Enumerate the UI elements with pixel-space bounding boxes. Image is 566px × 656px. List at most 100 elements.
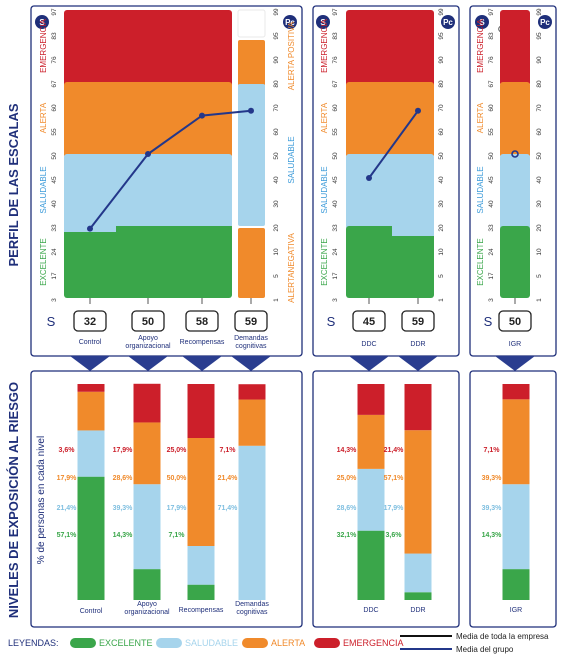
bar-value-label: 71,4% (218, 505, 239, 512)
right-tick-label: 50 (273, 152, 280, 160)
legend-swatch-saludable (156, 638, 182, 648)
pc-badge-text: Pc (443, 18, 453, 27)
s-value: 32 (84, 316, 96, 328)
bar-value-label: 28,6% (113, 475, 134, 482)
zone-block-saludable-step (392, 226, 434, 236)
s-value: 58 (196, 316, 208, 328)
right-tick-label: 30 (438, 200, 445, 208)
stacked-bar-saludable (133, 484, 161, 570)
stacked-bar-emergencia (502, 384, 530, 400)
right-tick-label: 90 (536, 56, 543, 64)
niveles-title: NIVELES DE EXPOSICIÓN AL RIESGO (6, 382, 21, 618)
category-label: Demandas (235, 601, 269, 608)
s-badge-text: S (320, 18, 326, 27)
left-tick-label: 40 (51, 200, 58, 208)
category-label: Control (80, 608, 103, 615)
stacked-bar-emergencia (187, 384, 215, 438)
s-value: 45 (363, 316, 375, 328)
right-tick-label: 90 (273, 56, 280, 64)
stacked-bar-excelente (133, 569, 161, 600)
group-mean-point (87, 225, 93, 232)
right-tick-label: 10 (273, 248, 280, 256)
stacked-bar-saludable (357, 468, 385, 531)
right-tick-label: 1 (273, 298, 280, 302)
category-label: Control (79, 339, 102, 346)
s-badge (475, 15, 489, 29)
zone-block-saludable-demandas (238, 84, 265, 226)
zone-block-alerta-negativa (238, 228, 265, 298)
stacked-bar-alerta (133, 422, 161, 485)
group-mean-line (368, 110, 419, 179)
bar-value-label: 3,6% (386, 532, 403, 539)
legend-label-excelente: EXCELENTE (99, 638, 153, 648)
pc-badge-text: Pc (540, 18, 550, 27)
right-tick-label: 80 (273, 80, 280, 88)
bottom-y-axis-label: % de personas en cada nivel (36, 436, 47, 564)
bar-value-label: 28,6% (337, 505, 358, 512)
right-tick-label: 99 (536, 8, 543, 16)
category-label: organizacional (125, 343, 171, 350)
zone-label-excelente: EXCELENTE (39, 238, 48, 286)
bar-value-label: 39,3% (482, 505, 503, 512)
s-badge (316, 15, 330, 29)
left-tick-label: 50 (488, 152, 495, 160)
right-tick-label: 50 (438, 152, 445, 160)
stacked-bar-excelente (187, 584, 215, 600)
right-tick-label: 70 (273, 104, 280, 112)
legend-title: LEYENDAS: (8, 638, 59, 648)
zone-block-empty-top (237, 9, 266, 38)
s-value-box (185, 310, 219, 332)
s-value-box (352, 310, 386, 332)
stacked-bar-emergencia (133, 383, 161, 423)
perfil-title: PERFIL DE LAS ESCALAS (6, 103, 21, 266)
zone-label-saludable: SALUDABLE (320, 166, 329, 213)
bar-value-label: 32,1% (337, 532, 358, 539)
bar-value-label: 39,3% (113, 505, 134, 512)
stacked-bar-excelente (404, 592, 432, 600)
s-value-box (234, 310, 268, 332)
pc-badge (538, 15, 552, 29)
bar-value-label: 7,1% (169, 532, 186, 539)
legend-label-emergencia: EMERGENCIA (343, 638, 404, 648)
zone-label-emergencia: EMERGENCIA (320, 18, 329, 72)
stacked-bar-emergencia (238, 384, 266, 400)
right-tick-label: 5 (536, 274, 543, 278)
zone-block-emergencia (346, 10, 434, 88)
s-row-label: S (327, 314, 336, 329)
left-tick-label: 40 (488, 200, 495, 208)
left-tick-label: 67 (488, 80, 495, 88)
left-tick-label: 60 (332, 104, 339, 112)
connector-triangle (398, 356, 438, 371)
right-tick-label: 95 (438, 32, 445, 40)
left-tick-label: 24 (51, 248, 58, 256)
stacked-bar-saludable (77, 430, 105, 477)
bar-value-label: 17,9% (384, 505, 405, 512)
stacked-bar-alerta (404, 430, 432, 554)
bar-value-label: 17,9% (113, 447, 134, 454)
right-tick-label: 20 (273, 224, 280, 232)
left-tick-label: 55 (51, 128, 58, 136)
s-badge-text: S (479, 18, 485, 27)
right-tick-label: 80 (438, 80, 445, 88)
pc-badge (283, 15, 297, 29)
bar-value-label: 25,0% (167, 447, 188, 454)
left-tick-label: 24 (488, 248, 495, 256)
s-value: 59 (412, 316, 424, 328)
zone-block (500, 82, 530, 158)
stacked-bar-emergencia (77, 384, 105, 392)
group-mean-point (511, 150, 519, 158)
stacked-bar-alerta (77, 391, 105, 431)
stacked-bar-emergencia (357, 384, 385, 415)
category-label: DDC (363, 607, 378, 614)
category-label: IGR (510, 607, 522, 614)
connector-triangle (182, 356, 222, 371)
zone-block-saludable (346, 154, 434, 230)
right-tick-label: 40 (536, 176, 543, 184)
left-tick-label: 17 (488, 272, 495, 280)
right-tick-label: 95 (536, 32, 543, 40)
category-label: Apoyo (137, 601, 157, 608)
panel-bottom-indices-frame (312, 370, 460, 628)
category-label: DDC (361, 341, 376, 348)
zone-label-saludable: SALUDABLE (39, 166, 48, 213)
